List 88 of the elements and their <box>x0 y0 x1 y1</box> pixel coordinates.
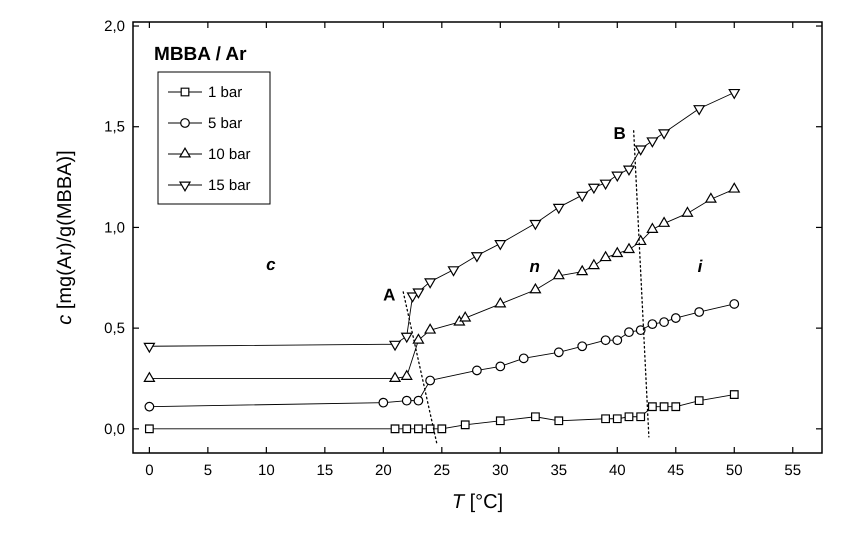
annotation: n <box>529 257 540 276</box>
point <box>612 172 623 182</box>
point <box>412 288 424 298</box>
x-tick-label: 15 <box>316 462 334 479</box>
y-tick-label: 1,0 <box>104 219 125 236</box>
point <box>554 347 564 358</box>
point <box>588 184 600 194</box>
x-tick-label: 55 <box>784 462 802 479</box>
point <box>623 166 635 176</box>
point <box>600 335 610 346</box>
point <box>694 307 704 317</box>
annotation: A <box>383 285 396 304</box>
point <box>670 313 681 323</box>
annotation: i <box>698 257 704 276</box>
point <box>530 220 542 230</box>
x-tick-label: 10 <box>258 462 275 479</box>
point <box>612 335 622 346</box>
point <box>518 353 529 364</box>
x-tick-label: 0 <box>145 462 154 479</box>
point <box>494 240 506 250</box>
point <box>401 332 412 343</box>
point <box>648 402 657 412</box>
x-tick-label: 45 <box>667 462 684 479</box>
point <box>471 252 483 262</box>
point <box>646 137 658 148</box>
point <box>658 129 670 140</box>
point <box>612 414 622 424</box>
x-tick-label: 30 <box>492 462 509 479</box>
y-axis-title: c [mg(Ar)/g(MBBA)] <box>54 150 76 325</box>
x-tick-label: 40 <box>608 462 626 479</box>
point <box>144 424 154 434</box>
point <box>600 180 612 190</box>
point <box>728 88 740 99</box>
point <box>144 342 156 353</box>
point <box>576 192 588 202</box>
legend-label: 5 bar <box>208 115 242 132</box>
point <box>647 319 658 329</box>
x-tick-label: 35 <box>550 462 568 479</box>
point <box>530 412 540 422</box>
x-axis-title: T [°C] <box>452 491 504 513</box>
point <box>577 341 588 352</box>
point <box>426 424 435 434</box>
point <box>402 424 412 434</box>
legend-title: MBBA / Ar <box>154 44 248 65</box>
legend-label: 10 bar <box>208 146 251 163</box>
point <box>694 105 705 116</box>
point <box>671 402 680 412</box>
point <box>729 299 740 309</box>
point <box>414 396 424 406</box>
annotation: B <box>614 124 626 144</box>
point <box>437 424 446 434</box>
x-tick-label: 50 <box>726 462 743 479</box>
point <box>406 292 418 302</box>
point <box>636 325 646 336</box>
point <box>424 278 436 288</box>
point <box>425 376 436 386</box>
x-tick-label: 25 <box>433 462 450 479</box>
x-tick-label: 20 <box>374 462 392 479</box>
legend-label: 15 bar <box>208 177 251 194</box>
point <box>460 420 470 430</box>
point <box>659 317 669 327</box>
point <box>554 416 564 426</box>
point <box>624 412 634 422</box>
point <box>553 204 564 214</box>
point <box>389 340 401 351</box>
point <box>601 414 610 424</box>
y-tick-label: 1,5 <box>104 118 125 136</box>
point <box>496 416 505 426</box>
x-tick-label: 5 <box>204 462 212 479</box>
point <box>390 424 400 434</box>
point <box>660 402 668 412</box>
annotation: c <box>266 255 276 274</box>
point <box>402 396 412 406</box>
point <box>448 266 460 276</box>
y-tick-label: 2,0 <box>104 18 125 36</box>
point <box>414 424 423 434</box>
point <box>635 145 646 156</box>
point <box>694 396 704 406</box>
point <box>636 412 646 422</box>
point <box>730 390 739 399</box>
point <box>472 366 482 376</box>
point <box>624 327 634 338</box>
point <box>495 362 506 372</box>
y-tick-label: 0,0 <box>104 420 125 438</box>
point <box>144 402 154 412</box>
point <box>378 398 388 408</box>
legend-label: 1 bar <box>208 84 242 101</box>
y-tick-label: 0,5 <box>104 320 125 338</box>
